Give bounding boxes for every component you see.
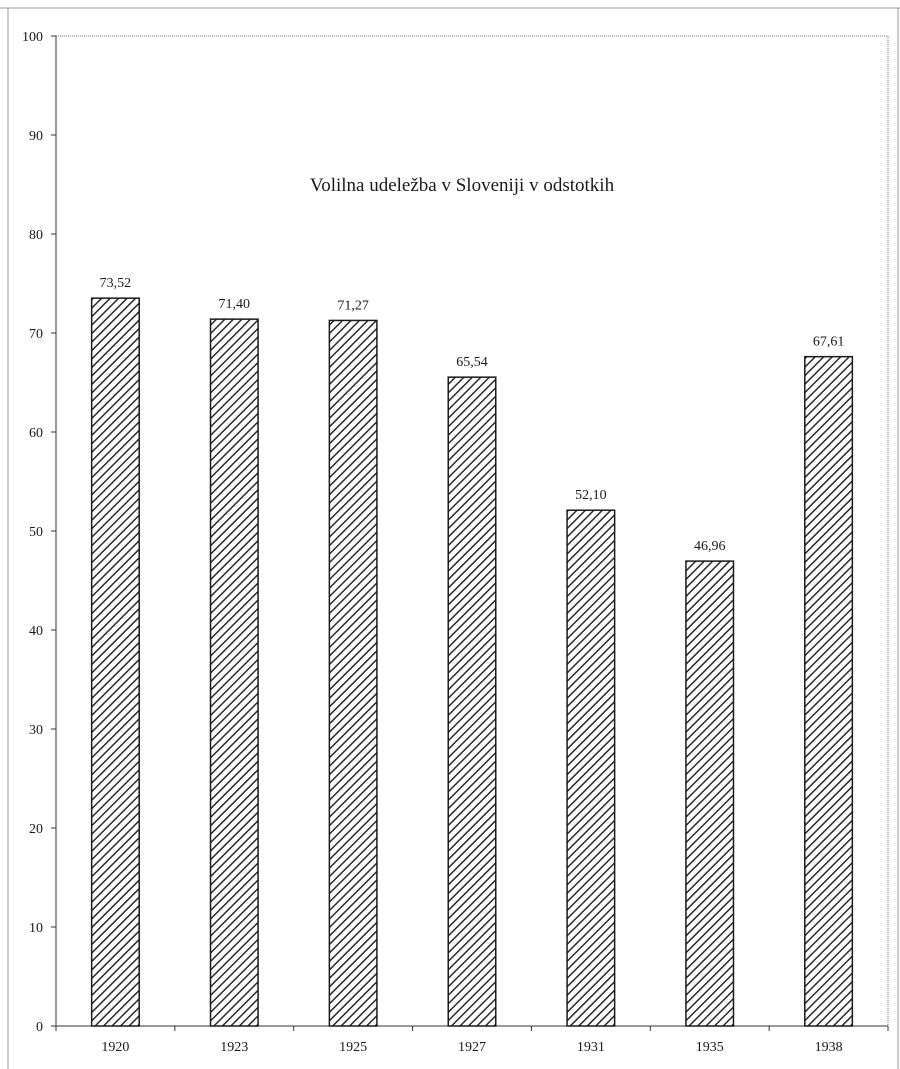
x-tick-label: 1931 xyxy=(577,1040,605,1055)
bar-1925 xyxy=(328,319,378,1027)
bar-1935 xyxy=(685,560,735,1027)
x-tick-label: 1923 xyxy=(220,1040,248,1055)
data-label: 71,40 xyxy=(219,297,251,312)
data-label: 67,61 xyxy=(813,335,845,350)
y-tick-label: 50 xyxy=(29,525,43,540)
y-tick-label: 0 xyxy=(36,1020,43,1035)
x-tick-label: 1925 xyxy=(339,1040,367,1055)
data-label: 65,54 xyxy=(456,355,488,370)
bar-1938 xyxy=(804,355,854,1027)
bar-1931 xyxy=(566,509,616,1027)
y-tick-label: 90 xyxy=(29,129,43,144)
y-tick-label: 70 xyxy=(29,327,43,342)
y-tick-label: 10 xyxy=(29,921,43,936)
data-label: 46,96 xyxy=(694,539,726,554)
chart-title: Volilna udeležba v Sloveniji v odstotkih xyxy=(310,175,615,196)
x-tick-label: 1927 xyxy=(458,1040,486,1055)
bar-1923 xyxy=(209,318,259,1027)
data-label: 73,52 xyxy=(100,276,132,291)
y-tick-label: 100 xyxy=(22,30,43,45)
y-tick-label: 60 xyxy=(29,426,43,441)
x-tick-label: 1920 xyxy=(101,1040,129,1055)
data-label: 52,10 xyxy=(575,488,607,503)
y-tick-label: 30 xyxy=(29,723,43,738)
data-labels: 73,52 71,40 71,27 65,54 52,10 46,96 67,61 xyxy=(100,276,845,554)
y-axis: 0 10 20 30 40 50 60 70 80 90 100 xyxy=(22,30,57,1035)
x-tick-label: 1938 xyxy=(815,1040,843,1055)
bars xyxy=(90,297,854,1027)
y-tick-label: 20 xyxy=(29,822,43,837)
y-tick-label: 40 xyxy=(29,624,43,639)
bar-1920 xyxy=(90,297,140,1027)
y-tick-label: 80 xyxy=(29,228,43,243)
bar-1927 xyxy=(447,376,497,1027)
x-axis: 1920 1923 1925 1927 1931 1935 1938 xyxy=(55,1025,889,1055)
x-tick-label: 1935 xyxy=(696,1040,724,1055)
data-label: 71,27 xyxy=(337,298,369,313)
